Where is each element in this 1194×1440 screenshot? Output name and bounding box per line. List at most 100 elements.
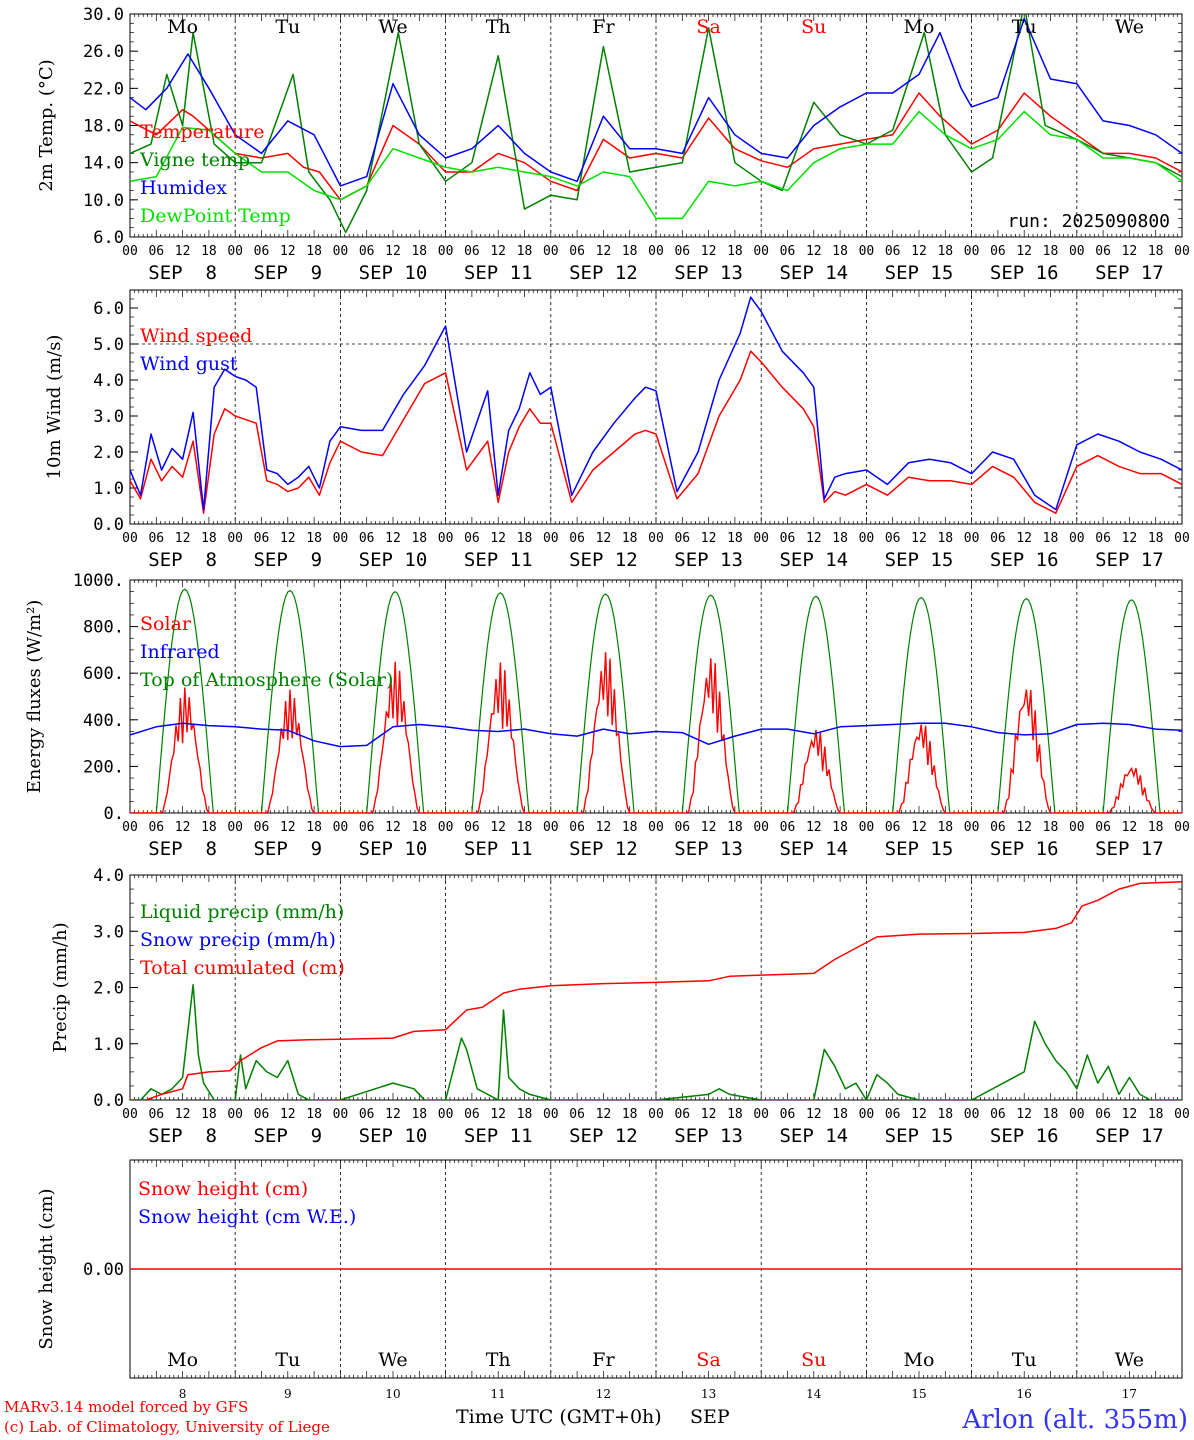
x-hour-label: 00 bbox=[1069, 531, 1085, 546]
x-hour-label: 12 bbox=[596, 1107, 612, 1122]
x-hour-label: 12 bbox=[280, 244, 296, 259]
series-line-infrared bbox=[130, 722, 1182, 748]
x-hour-label: 18 bbox=[622, 1107, 638, 1122]
x-hour-label: 12 bbox=[911, 820, 927, 835]
x-hour-label: 12 bbox=[1016, 820, 1032, 835]
x-hour-label: 12 bbox=[1122, 244, 1138, 259]
x-hour-label: 12 bbox=[806, 820, 822, 835]
x-hour-label: 18 bbox=[832, 820, 848, 835]
x-hour-label: 12 bbox=[911, 1107, 927, 1122]
x-day-label: SEP 12 bbox=[569, 1125, 638, 1147]
x-hour-label: 06 bbox=[990, 820, 1006, 835]
x-hour-label: 18 bbox=[937, 1107, 953, 1122]
x-hour-label: 12 bbox=[911, 531, 927, 546]
y-tick-label: 600. bbox=[83, 664, 124, 684]
weekday-label: Mo bbox=[167, 16, 198, 38]
weekday-label: Sa bbox=[696, 1349, 720, 1371]
x-hour-label: 00 bbox=[753, 1107, 769, 1122]
day-number-label: 15 bbox=[911, 1387, 926, 1401]
x-day-label: SEP 9 bbox=[253, 1125, 322, 1147]
x-hour-label: 00 bbox=[1174, 531, 1190, 546]
x-hour-label: 00 bbox=[1174, 1107, 1190, 1122]
x-hour-label: 00 bbox=[438, 531, 454, 546]
x-hour-label: 12 bbox=[385, 531, 401, 546]
x-hour-label: 06 bbox=[148, 1107, 164, 1122]
weekday-label: Mo bbox=[167, 1349, 198, 1371]
x-hour-label: 12 bbox=[1122, 1107, 1138, 1122]
x-hour-label: 18 bbox=[411, 1107, 427, 1122]
y-tick-label: 5.0 bbox=[93, 335, 124, 355]
x-hour-label: 06 bbox=[148, 820, 164, 835]
x-hour-label: 06 bbox=[569, 531, 585, 546]
x-hour-label: 18 bbox=[832, 244, 848, 259]
legend-entry: Infrared bbox=[140, 641, 220, 663]
x-hour-label: 06 bbox=[254, 820, 270, 835]
x-hour-label: 18 bbox=[517, 820, 533, 835]
x-hour-label: 00 bbox=[753, 244, 769, 259]
x-day-label: SEP 9 bbox=[253, 549, 322, 571]
x-day-label: SEP 10 bbox=[359, 262, 428, 284]
weekday-label: Fr bbox=[592, 1349, 615, 1371]
x-hour-label: 06 bbox=[674, 1107, 690, 1122]
day-number-label: 8 bbox=[179, 1387, 187, 1401]
series-line-wind-gust bbox=[130, 296, 1182, 511]
x-day-label: SEP 11 bbox=[464, 549, 533, 571]
x-hour-label: 06 bbox=[1095, 244, 1111, 259]
x-hour-label: 06 bbox=[464, 820, 480, 835]
x-hour-label: 00 bbox=[753, 531, 769, 546]
x-day-label: SEP 8 bbox=[148, 549, 217, 571]
x-hour-label: 18 bbox=[306, 1107, 322, 1122]
y-tick-label: 1.0 bbox=[93, 1035, 124, 1055]
legend-entry: Wind speed bbox=[140, 325, 252, 347]
x-hour-label: 06 bbox=[359, 531, 375, 546]
x-hour-label: 18 bbox=[306, 244, 322, 259]
x-hour-label: 18 bbox=[622, 531, 638, 546]
x-hour-label: 06 bbox=[254, 244, 270, 259]
y-tick-label: 2.0 bbox=[93, 979, 124, 999]
x-hour-label: 06 bbox=[148, 531, 164, 546]
x-day-label: SEP 13 bbox=[674, 838, 743, 860]
x-day-label: SEP 16 bbox=[990, 262, 1059, 284]
x-hour-label: 06 bbox=[359, 244, 375, 259]
y-tick-label: 0.0 bbox=[93, 515, 124, 535]
x-axis-month: SEP bbox=[690, 1406, 730, 1428]
y-tick-label: 0.0 bbox=[93, 1091, 124, 1111]
panel-4: 0.0 1.0 2.0 3.0 4.0 Precip (mm/h) 00 06 12 18 00 06… bbox=[50, 866, 1190, 1147]
y-tick-label: 6.0 bbox=[93, 299, 124, 319]
y-tick-label: 30.0 bbox=[83, 5, 124, 25]
x-hour-label: 06 bbox=[780, 531, 796, 546]
run-note: run: 2025090800 bbox=[1007, 211, 1170, 232]
y-tick-label: 800. bbox=[83, 618, 124, 638]
x-hour-label: 00 bbox=[859, 1107, 875, 1122]
x-hour-label: 12 bbox=[490, 531, 506, 546]
x-hour-label: 12 bbox=[490, 1107, 506, 1122]
y-tick-label: 22.0 bbox=[83, 79, 124, 99]
x-hour-label: 18 bbox=[1148, 1107, 1164, 1122]
x-hour-label: 00 bbox=[438, 820, 454, 835]
x-hour-label: 18 bbox=[517, 244, 533, 259]
x-hour-label: 06 bbox=[885, 1107, 901, 1122]
x-hour-label: 18 bbox=[411, 820, 427, 835]
x-hour-label: 12 bbox=[175, 244, 191, 259]
x-hour-label: 00 bbox=[964, 820, 980, 835]
x-hour-label: 12 bbox=[701, 244, 717, 259]
location-title: Arlon (alt. 355m) bbox=[961, 1405, 1188, 1435]
series-line-total-cumulated-cm- bbox=[130, 881, 1182, 1100]
x-hour-label: 18 bbox=[411, 244, 427, 259]
series-group bbox=[130, 881, 1182, 1100]
x-hour-label: 18 bbox=[1148, 531, 1164, 546]
x-hour-label: 00 bbox=[333, 531, 349, 546]
legend-entry: Top of Atmosphere (Solar) bbox=[140, 669, 393, 691]
x-day-label: SEP 8 bbox=[148, 838, 217, 860]
x-hour-label: 00 bbox=[333, 244, 349, 259]
y-tick-label: 200. bbox=[83, 757, 124, 777]
day-number-label: 11 bbox=[491, 1387, 506, 1401]
series-line-liquid-precip-mm-h- bbox=[130, 983, 1182, 1100]
x-hour-label: 18 bbox=[201, 820, 217, 835]
x-day-label: SEP 8 bbox=[148, 1125, 217, 1147]
x-hour-label: 00 bbox=[648, 244, 664, 259]
x-hour-label: 12 bbox=[701, 820, 717, 835]
day-number-label: 17 bbox=[1122, 1387, 1137, 1401]
day-number-label: 9 bbox=[284, 1387, 292, 1401]
x-hour-label: 18 bbox=[201, 531, 217, 546]
